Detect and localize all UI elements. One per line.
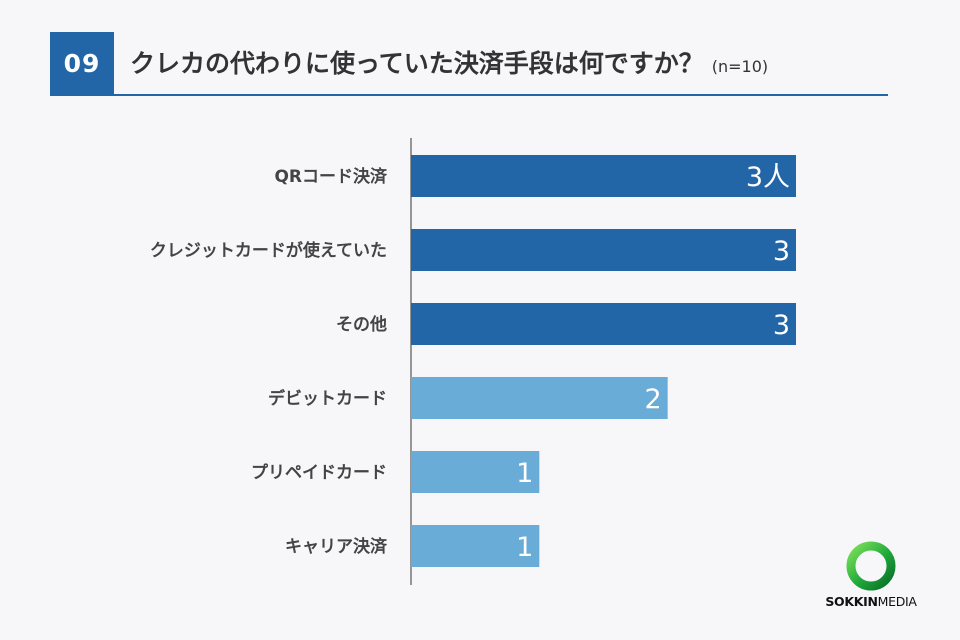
bar-4: [411, 377, 668, 419]
question-header: 09 クレカの代わりに使っていた決済手段は何ですか？ (n=10): [50, 32, 888, 96]
question-title-text: クレカの代わりに使っていた決済手段は何ですか？: [130, 49, 704, 78]
brand-logo-word-2: MEDIA: [877, 594, 917, 609]
question-number-badge: 09: [50, 32, 114, 94]
value-label-3: 3: [773, 310, 790, 341]
value-label-2: 3: [773, 236, 790, 267]
category-label-3: その他: [336, 314, 387, 335]
brand-logo-word-1: SOKKIN: [825, 594, 878, 609]
category-label-6: キャリア決済: [285, 536, 388, 557]
bar-6: [411, 525, 540, 567]
green-ring-logo-icon: [846, 541, 896, 591]
bar-5: [411, 451, 540, 493]
sample-size-label: (n=10): [711, 57, 769, 76]
value-label-1: 3人: [746, 162, 790, 193]
bar-3: [411, 303, 796, 345]
category-label-2: クレジットカードが使えていた: [150, 240, 387, 261]
value-label-6: 1: [516, 532, 533, 563]
header-underline: [50, 94, 888, 96]
question-title: クレカの代わりに使っていた決済手段は何ですか？ (n=10): [130, 40, 768, 88]
brand-logo-wordmark: SOKKINMEDIA: [818, 594, 924, 609]
category-label-4: デビットカード: [268, 388, 387, 409]
category-label-1: QRコード決済: [274, 166, 388, 187]
value-label-4: 2: [644, 384, 661, 415]
value-label-5: 1: [516, 458, 533, 489]
category-label-5: プリペイドカード: [251, 462, 387, 483]
bar-1: [411, 155, 796, 197]
bar-2: [411, 229, 796, 271]
brand-logo: SOKKINMEDIA: [818, 538, 928, 618]
